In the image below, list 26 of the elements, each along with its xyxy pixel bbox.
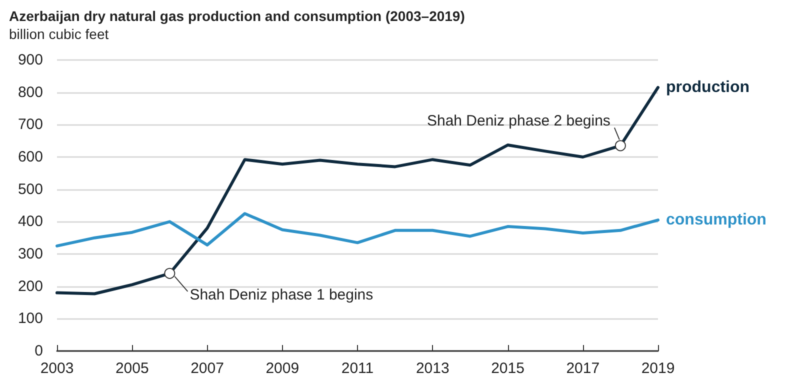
y-tick-label: 300 xyxy=(18,246,43,262)
y-tick-label: 0 xyxy=(34,342,43,360)
series-label: consumption xyxy=(666,212,766,229)
x-tick-label: 2017 xyxy=(566,360,600,377)
x-tick-label: 2013 xyxy=(416,360,450,377)
y-tick-label: 900 xyxy=(18,52,43,68)
annotation: Shah Deniz phase 2 begins xyxy=(426,112,610,130)
y-tick-label: 200 xyxy=(18,278,43,295)
x-tick-label: 2011 xyxy=(341,360,374,377)
x-tick-label: 2015 xyxy=(491,360,524,377)
y-axis-title: billion cubic feet xyxy=(9,26,109,42)
x-tick-label: 2007 xyxy=(190,360,224,377)
y-tick-label: 100 xyxy=(18,310,43,328)
chart-title: Azerbaijan dry natural gas production and consumption (2003–2019) xyxy=(9,8,465,24)
x-tick-label: 2019 xyxy=(641,360,675,377)
x-tick-label: 2003 xyxy=(40,360,74,377)
x-tick-label: 2009 xyxy=(266,360,300,377)
y-tick-label: 800 xyxy=(18,84,43,101)
y-tick-label: 400 xyxy=(18,213,43,230)
y-tick-label: 500 xyxy=(18,180,43,198)
y-tick-label: 600 xyxy=(18,148,43,166)
annotation: Shah Deniz phase 1 begins xyxy=(190,286,374,304)
x-tick-label: 2005 xyxy=(115,360,149,377)
series-label: production xyxy=(666,78,750,96)
line-series xyxy=(56,212,660,248)
y-tick-label: 700 xyxy=(18,116,43,134)
